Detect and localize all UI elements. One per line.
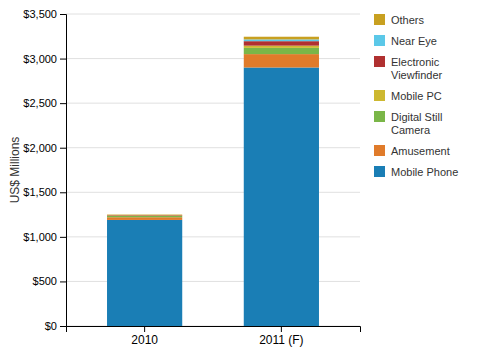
y-tick: $3,000 — [23, 53, 66, 65]
y-tick: $3,500 — [23, 8, 66, 20]
legend-label-line: Amusement — [391, 145, 450, 157]
x-tick-mark — [281, 326, 282, 332]
y-axis-title: US$ Millions — [8, 137, 22, 204]
bar-segment — [244, 37, 319, 40]
plot: $0 $500 $1,000 $1,500 $2,000 $2,500 $3,000 $3,5… — [23, 8, 360, 347]
series — [107, 37, 319, 215]
grid-line — [66, 14, 360, 15]
legend-label-line: Others — [391, 14, 425, 26]
legend-label: Amusement — [391, 145, 450, 157]
legend-label: Others — [391, 14, 425, 26]
legend-swatch — [374, 14, 385, 25]
y-tick-mark — [60, 281, 66, 282]
bar-segment — [244, 41, 319, 45]
legend-label-line: Camera — [391, 124, 431, 136]
y-tick-label: $3,000 — [23, 53, 57, 65]
bar-segment — [244, 48, 319, 54]
y-tick-mark — [60, 148, 66, 149]
legend-label-line: Electronic — [391, 56, 440, 68]
y-tick-label: $500 — [33, 275, 57, 287]
legend-label-line: Digital Still — [391, 111, 442, 123]
legend-label-line: Near Eye — [391, 35, 437, 47]
legend-label-line: Viewfinder — [391, 69, 442, 81]
y-tick: $500 — [33, 275, 66, 287]
x-axis: 2010 2011 (F) — [67, 326, 361, 347]
y-tick: $1,500 — [23, 186, 66, 198]
bar-segment — [244, 67, 319, 326]
y-tick: $1,000 — [23, 231, 66, 243]
y-tick: $0 — [45, 320, 66, 332]
bar-segment — [107, 216, 182, 217]
legend-item: Near Eye — [374, 35, 437, 47]
legend-label-line: Mobile Phone — [391, 166, 458, 178]
series — [107, 54, 319, 220]
y-tick-mark — [60, 326, 66, 327]
y-tick-label: $3,500 — [23, 8, 57, 20]
legend: Others Near Eye ElectronicViewfinder Mobile… — [374, 14, 458, 178]
y-tick-mark — [60, 103, 66, 104]
grid — [66, 14, 360, 326]
bar-segment — [107, 215, 182, 216]
legend-label: Digital StillCamera — [391, 111, 442, 136]
bar-segment — [107, 215, 182, 216]
legend-item: Mobile PC — [374, 90, 442, 102]
x-axis-line — [67, 327, 361, 333]
bar-segment — [244, 39, 319, 41]
legend-label-line: Mobile PC — [391, 90, 442, 102]
series — [107, 41, 319, 215]
y-tick-label: $0 — [45, 320, 57, 332]
bars — [107, 37, 319, 326]
legend-item: Mobile Phone — [374, 166, 458, 178]
y-tick-label: $1,500 — [23, 186, 57, 198]
y-tick-label: $2,500 — [23, 97, 57, 109]
legend-item: Others — [374, 14, 425, 26]
y-tick-label: $1,000 — [23, 231, 57, 243]
y-tick-mark — [60, 192, 66, 193]
bar-segment — [107, 215, 182, 216]
y-axis: $0 $500 $1,000 $1,500 $2,000 $2,500 $3,000 $3,5… — [23, 8, 66, 332]
y-tick: $2,000 — [23, 142, 66, 154]
legend-swatch — [374, 111, 385, 122]
legend-label: Near Eye — [391, 35, 437, 47]
bar-segment — [107, 214, 182, 215]
legend-label: Mobile Phone — [391, 166, 458, 178]
y-tick-label: $2,000 — [23, 142, 57, 154]
series — [107, 67, 319, 326]
x-tick-label: 2010 — [131, 333, 158, 347]
legend-label: ElectronicViewfinder — [391, 56, 442, 81]
x-tick: 2011 (F) — [259, 326, 303, 347]
bar-segment — [107, 220, 182, 326]
series — [244, 39, 319, 41]
y-tick-mark — [60, 237, 66, 238]
legend-swatch — [374, 166, 385, 177]
legend-swatch — [374, 90, 385, 101]
y-tick-mark — [60, 59, 66, 60]
y-axis-line — [60, 15, 67, 327]
series — [107, 46, 319, 216]
legend-label: Mobile PC — [391, 90, 442, 102]
x-tick-label: 2011 (F) — [259, 333, 303, 347]
x-tick: 2010 — [131, 326, 158, 347]
legend-item: Digital StillCamera — [374, 111, 442, 136]
legend-swatch — [374, 35, 385, 46]
x-tick-mark — [144, 326, 145, 332]
bar-segment — [107, 217, 182, 220]
legend-swatch — [374, 145, 385, 156]
legend-swatch — [374, 56, 385, 67]
chart: $0 $500 $1,000 $1,500 $2,000 $2,500 $3,000 $3,5… — [0, 0, 500, 360]
y-tick: $2,500 — [23, 97, 66, 109]
bar-segment — [244, 54, 319, 67]
series — [107, 48, 319, 217]
legend-item: ElectronicViewfinder — [374, 56, 442, 81]
legend-item: Amusement — [374, 145, 450, 157]
y-tick-mark — [60, 14, 66, 15]
bar-segment — [244, 46, 319, 48]
